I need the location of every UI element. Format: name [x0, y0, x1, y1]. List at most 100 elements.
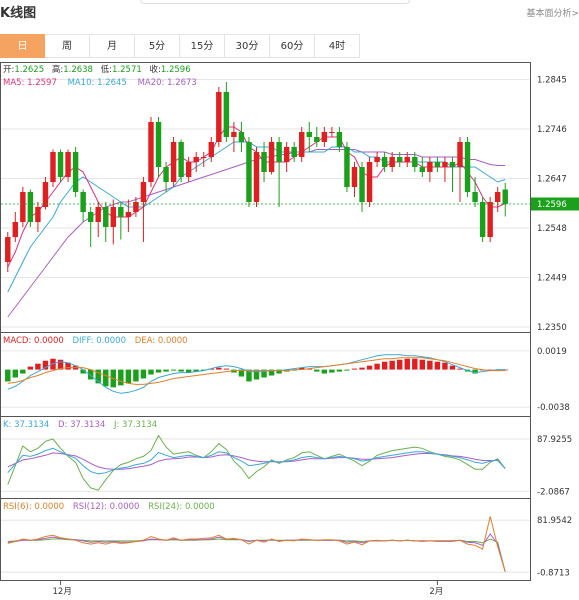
tab-30min[interactable]: 30分 — [225, 34, 270, 58]
candle-body — [336, 132, 343, 147]
tab-day[interactable]: 日 — [0, 34, 45, 58]
candle-body — [494, 192, 501, 202]
rsi-legend: RSI(6): 0.0000 RSI(12): 0.0000 RSI(24): … — [3, 502, 215, 512]
ma-legend: MA5: 1.2597 MA10: 1.2645 MA20: 1.2673 — [3, 78, 197, 88]
candle-body — [12, 222, 19, 237]
macd-histogram-bar — [366, 365, 373, 370]
candle-body — [389, 157, 395, 167]
rsi-rsi24-line — [7, 538, 506, 572]
macd-y-tick-label: 0.0019 — [537, 347, 567, 357]
macd-histogram-bar — [42, 360, 49, 370]
candle-body — [80, 192, 86, 212]
macd-histogram-bar — [502, 369, 508, 371]
candle-body — [253, 152, 260, 202]
candle-body — [427, 162, 433, 172]
x-tick-label: 12月 — [53, 587, 72, 597]
candle-body — [103, 207, 109, 227]
rsi24-legend-value: RSI(24): 0.0000 — [148, 502, 215, 512]
j-legend-value: J: 37.3134 — [113, 420, 157, 430]
macd-histogram-bar — [95, 369, 101, 384]
macd-histogram-bar — [185, 369, 192, 373]
page-title: K线图 — [0, 6, 37, 21]
dea-legend-value: DEA: 0.0000 — [135, 336, 188, 346]
candle-body — [366, 162, 373, 202]
tab-5min[interactable]: 5分 — [135, 34, 180, 58]
macd-histogram-bar — [223, 368, 230, 370]
tab-4hour[interactable]: 4时 — [315, 34, 360, 58]
macd-histogram-bar — [216, 367, 222, 370]
candle-body — [291, 147, 297, 157]
high-value: 1.2638 — [63, 65, 93, 75]
macd-histogram-bar — [374, 363, 380, 370]
macd-histogram-bar — [118, 369, 124, 386]
candle-body — [155, 122, 162, 167]
candle-body — [193, 157, 199, 162]
macd-histogram-bar — [427, 360, 433, 370]
high-label: 高: — [52, 64, 63, 75]
macd-histogram-bar — [35, 363, 41, 370]
low-label: 低: — [101, 64, 112, 75]
macd-diff-line — [7, 354, 506, 394]
candle-body — [185, 162, 192, 177]
candle-body — [95, 207, 101, 222]
macd-histogram-bar — [442, 362, 448, 370]
candle-body — [412, 157, 418, 167]
macd-histogram-bar — [396, 359, 403, 370]
macd-legend: MACD: 0.0000 DIFF: 0.0000 DEA: 0.0000 — [3, 336, 188, 346]
macd-histogram-bar — [434, 361, 441, 370]
candle-body — [27, 192, 34, 222]
candle-body — [125, 212, 132, 217]
fundamental-analysis-link[interactable]: 基本面分析> — [526, 9, 579, 19]
main-y-tick-label: 1.2647 — [537, 175, 567, 185]
rsi-rsi12-line — [7, 533, 506, 572]
kdj-indicator — [7, 434, 506, 491]
candle-body — [50, 152, 56, 182]
kdj-k-line — [7, 447, 506, 475]
macd-histogram-bar — [487, 369, 493, 371]
candle-body — [419, 167, 426, 172]
x-tick-label: 2月 — [429, 587, 443, 597]
main-y-tick-label: 1.2449 — [537, 274, 567, 284]
current-price-tag — [531, 197, 579, 211]
tab-month[interactable]: 月 — [90, 34, 135, 58]
macd-histogram-bar — [261, 369, 267, 378]
candle-body — [306, 132, 312, 137]
macd-histogram-bar — [314, 369, 320, 372]
d-legend-value: D: 37.3134 — [58, 420, 105, 430]
main-y-tick-label: 1.2746 — [537, 125, 567, 135]
candle-body — [283, 147, 290, 162]
macd-indicator — [5, 354, 508, 394]
tab-60min[interactable]: 60分 — [270, 34, 315, 58]
tab-15min[interactable]: 15分 — [180, 34, 225, 58]
kdj-y-tick-label: -2.0867 — [537, 487, 570, 497]
macd-histogram-bar — [412, 358, 418, 370]
kdj-d-line — [7, 452, 506, 470]
macd-histogram-bar — [5, 369, 11, 382]
candle-body — [374, 157, 380, 162]
candle-body — [87, 212, 94, 222]
rsi12-legend-value: RSI(12): 0.0000 — [73, 502, 140, 512]
candle-body — [442, 162, 448, 167]
candle-body — [464, 142, 471, 192]
rsi-indicator — [7, 516, 506, 572]
candle-body — [178, 142, 184, 177]
ma10-legend: MA10: 1.2645 — [68, 78, 127, 88]
candlesticks — [5, 82, 508, 272]
macd-histogram-bar — [381, 361, 388, 370]
candle-body — [457, 142, 463, 167]
rsi-rsi6-line — [7, 516, 506, 572]
candle-body — [329, 132, 335, 133]
current-price-value: 1.2596 — [537, 200, 567, 210]
candle-body — [201, 157, 207, 158]
macd-histogram-bar — [351, 368, 358, 370]
macd-histogram-bar — [276, 369, 282, 374]
period-tabs: 日 周 月 5分 15分 30分 60分 4时 — [0, 34, 579, 58]
candle-body — [20, 192, 26, 222]
candle-body — [344, 147, 350, 187]
candle-body — [35, 207, 41, 222]
candle-body — [148, 122, 154, 182]
candle-body — [434, 162, 441, 167]
macd-histogram-bar — [389, 360, 395, 370]
tab-week[interactable]: 周 — [45, 34, 90, 58]
kdj-legend: K: 37.3134 D: 37.3134 J: 37.3134 — [3, 420, 157, 430]
